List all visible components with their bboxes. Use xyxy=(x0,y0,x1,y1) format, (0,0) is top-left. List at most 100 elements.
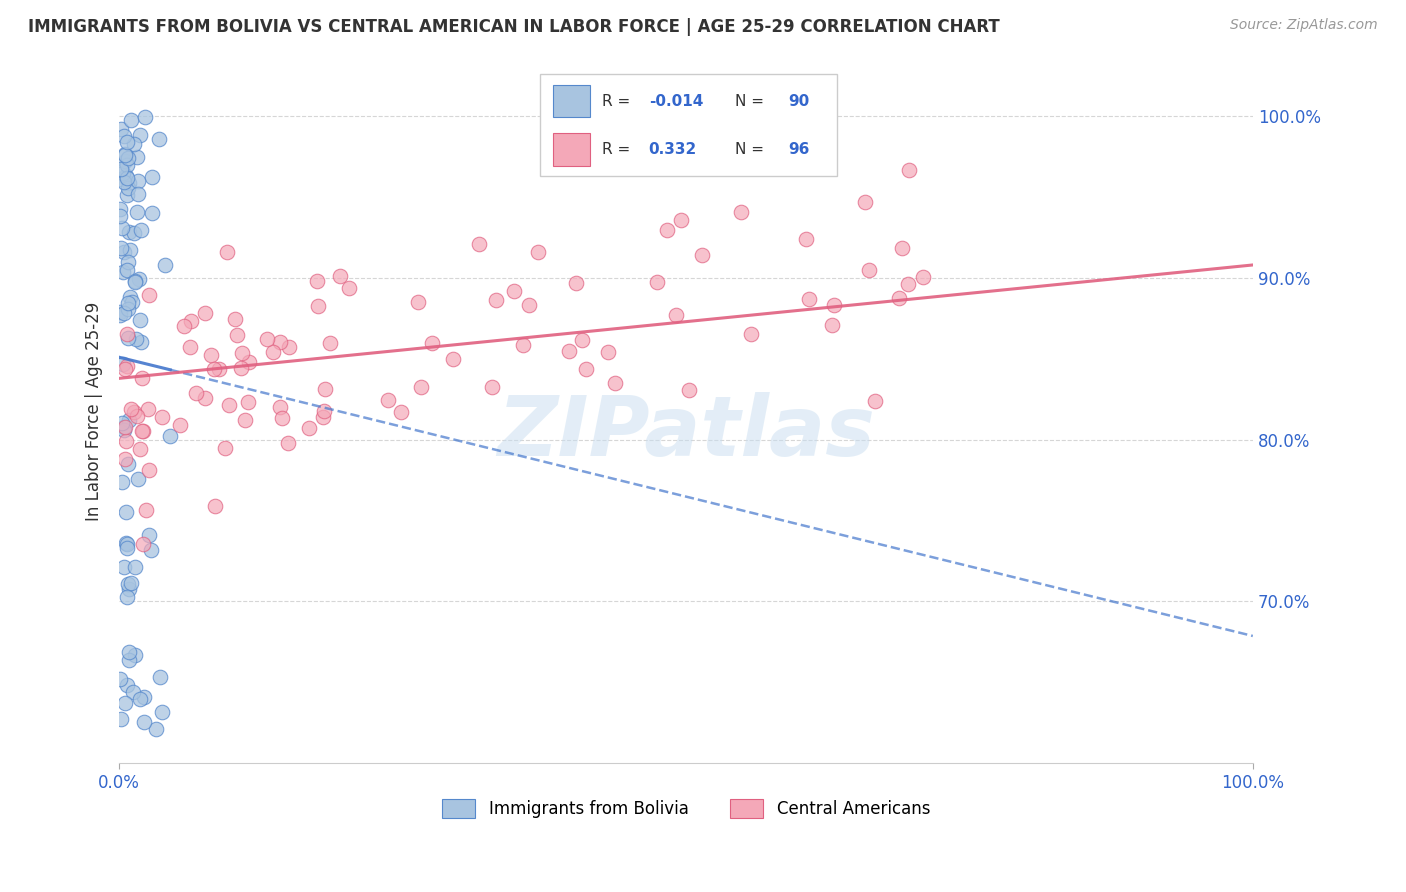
Point xyxy=(125,150,148,164)
Point xyxy=(114,420,136,434)
Point xyxy=(111,475,134,489)
Point xyxy=(127,174,149,188)
Point xyxy=(114,696,136,710)
Point xyxy=(132,425,155,439)
Point xyxy=(233,413,256,427)
Point xyxy=(179,340,201,354)
Point xyxy=(128,692,150,706)
Point xyxy=(690,114,713,128)
Point xyxy=(149,670,172,684)
Point xyxy=(277,435,299,450)
Point xyxy=(121,575,143,590)
Point xyxy=(115,541,138,556)
Point xyxy=(329,269,352,284)
Point xyxy=(269,334,291,349)
Point xyxy=(231,346,253,360)
Point xyxy=(173,318,195,333)
Text: N =: N = xyxy=(735,94,769,109)
Y-axis label: In Labor Force | Age 25-29: In Labor Force | Age 25-29 xyxy=(86,301,103,521)
Point xyxy=(690,248,713,262)
Point xyxy=(117,181,139,195)
Point xyxy=(117,254,139,268)
Point xyxy=(141,170,163,185)
Point xyxy=(117,577,139,591)
Point xyxy=(112,423,135,437)
Point xyxy=(127,472,149,486)
Point xyxy=(114,153,136,168)
Text: N =: N = xyxy=(735,142,769,157)
Point xyxy=(889,292,911,306)
Point xyxy=(118,290,141,304)
Point xyxy=(603,376,626,391)
Point xyxy=(131,537,153,551)
Point xyxy=(236,395,259,409)
Text: Source: ZipAtlas.com: Source: ZipAtlas.com xyxy=(1230,18,1378,32)
Point xyxy=(115,327,138,342)
Point xyxy=(141,206,163,220)
Point xyxy=(519,297,541,311)
Point xyxy=(110,305,132,319)
Point xyxy=(128,272,150,286)
Point xyxy=(118,645,141,659)
Point xyxy=(124,226,146,240)
Point xyxy=(665,308,688,322)
Text: -0.014: -0.014 xyxy=(648,94,703,109)
Point xyxy=(110,210,132,224)
Point xyxy=(110,202,132,216)
Point xyxy=(124,276,146,290)
Point xyxy=(115,171,138,186)
Legend: Immigrants from Bolivia, Central Americans: Immigrants from Bolivia, Central America… xyxy=(436,793,936,825)
Point xyxy=(389,405,412,419)
Point xyxy=(799,293,821,307)
Point xyxy=(314,382,336,396)
Point xyxy=(678,383,700,397)
Point xyxy=(117,331,139,345)
Point xyxy=(114,361,136,376)
Point xyxy=(131,424,153,438)
FancyBboxPatch shape xyxy=(540,73,838,177)
Point xyxy=(148,132,170,146)
Point xyxy=(443,351,465,366)
Point xyxy=(312,409,335,424)
Point xyxy=(208,361,231,376)
Point xyxy=(262,345,284,359)
Point xyxy=(269,401,291,415)
Point xyxy=(115,678,138,692)
Point xyxy=(111,221,134,235)
Point xyxy=(912,269,935,284)
Point xyxy=(138,528,160,542)
Point xyxy=(669,212,692,227)
Point xyxy=(225,328,247,343)
Point xyxy=(138,288,160,302)
Point xyxy=(115,263,138,277)
Point xyxy=(135,502,157,516)
Point xyxy=(897,163,920,178)
Point xyxy=(112,420,135,434)
Point xyxy=(114,169,136,184)
Point xyxy=(118,225,141,239)
Point xyxy=(111,357,134,371)
Point xyxy=(110,712,132,726)
Point xyxy=(110,172,132,186)
Point xyxy=(121,295,143,310)
Point xyxy=(422,336,444,351)
Point xyxy=(115,590,138,604)
Point xyxy=(114,505,136,519)
Point xyxy=(120,112,142,127)
Point xyxy=(124,274,146,288)
Point xyxy=(565,276,588,290)
Point xyxy=(131,335,153,350)
Point xyxy=(214,441,236,455)
Point xyxy=(115,158,138,172)
Point xyxy=(169,417,191,432)
Point xyxy=(125,333,148,347)
Point xyxy=(186,386,208,401)
Point xyxy=(129,442,152,457)
Point xyxy=(127,187,149,202)
Point xyxy=(229,361,252,376)
Point xyxy=(512,338,534,352)
Point xyxy=(194,392,217,406)
Point xyxy=(112,175,135,189)
Point xyxy=(117,188,139,202)
Point xyxy=(110,241,132,255)
